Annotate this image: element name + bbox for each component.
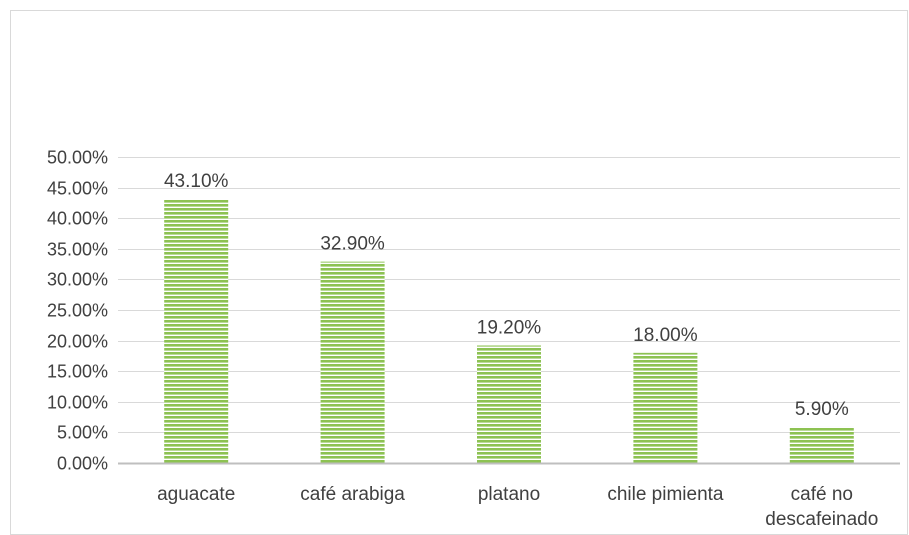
x-tick-label: platano (478, 484, 540, 505)
data-label: 43.10% (164, 171, 229, 192)
y-tick-label: 10.00% (47, 393, 108, 413)
y-tick-label: 25.00% (47, 301, 108, 321)
bar (789, 426, 854, 463)
y-tick-label: 20.00% (47, 332, 108, 352)
y-tick-label: 5.00% (57, 423, 108, 443)
bar (477, 345, 541, 463)
y-tick-label: 40.00% (47, 209, 108, 229)
y-tick-label: 0.00% (57, 454, 108, 474)
x-tick-label: café no (791, 484, 853, 505)
x-tick-label: descafeinado (765, 509, 878, 530)
x-tick-label: chile pimienta (607, 484, 724, 505)
data-label: 19.20% (477, 317, 542, 338)
y-tick-label: 15.00% (47, 362, 108, 382)
bar (320, 261, 385, 463)
x-axis-tick-labels: aguacate café arabiga platano chile pimient… (157, 484, 878, 530)
chart-border (10, 10, 908, 535)
y-tick-label: 45.00% (47, 179, 108, 199)
y-tick-label: 35.00% (47, 240, 108, 260)
data-label: 18.00% (633, 325, 698, 346)
bars (164, 199, 854, 463)
data-labels: 43.10% 32.90% 19.20% 18.00% 5.90% (164, 171, 849, 420)
x-tick-label: café arabiga (300, 484, 405, 505)
y-tick-label: 30.00% (47, 270, 108, 290)
gridlines (118, 157, 900, 433)
y-tick-label: 50.00% (47, 148, 108, 168)
y-axis-tick-labels: 0.00% 5.00% 10.00% 15.00% 20.00% 25.00% 30.00%… (47, 148, 108, 474)
data-label: 5.90% (795, 399, 849, 420)
bar (164, 199, 229, 463)
data-label: 32.90% (320, 234, 385, 255)
bar (633, 352, 698, 463)
x-tick-label: aguacate (157, 484, 235, 505)
